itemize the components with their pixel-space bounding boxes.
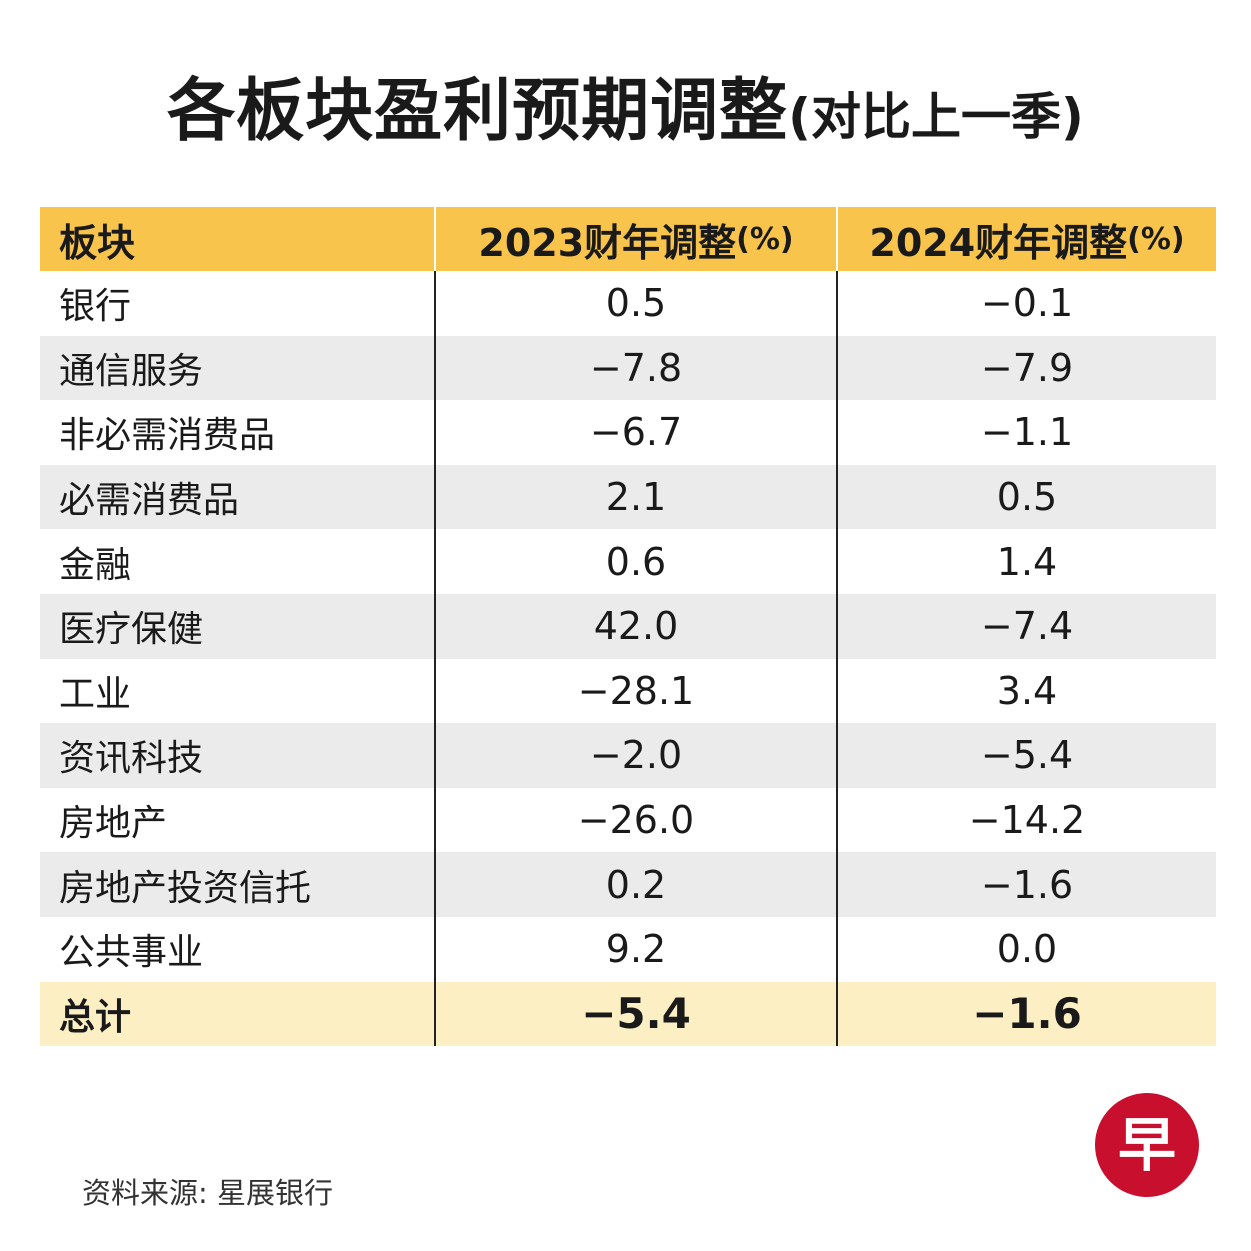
page-title: 各板块盈利预期调整(对比上一季) (0, 78, 1251, 146)
sector-cell: 通信服务 (59, 350, 204, 392)
sector-cell: 医疗保健 (59, 609, 204, 651)
fy2024-cell: −7.9 (836, 335, 1216, 401)
table-header: 板块 2023财年调整 (%) 2024财年调整 (%) (40, 207, 1216, 271)
sector-cell: 资讯科技 (59, 738, 204, 780)
table-row: 必需消费品 2.1 0.5 (40, 464, 1216, 530)
svg-text:早: 早 (1118, 1111, 1176, 1179)
fy2023-cell: 0.2 (434, 852, 836, 917)
sector-cell: 公共事业 (59, 932, 204, 974)
sector-cell: 工业 (59, 673, 132, 715)
fy2023-cell: 0.5 (434, 271, 836, 336)
header-fy2024: 2024财年调整 (%) (836, 207, 1216, 271)
fy2024-cell: 1.4 (836, 529, 1216, 594)
source-note: 资料来源: 星展银行 (82, 1176, 333, 1210)
fy2024-cell: 0.0 (836, 916, 1216, 982)
table-row: 房地产投资信托 0.2 −1.6 (40, 852, 1216, 917)
total-label: 总计 (59, 996, 132, 1038)
header-fy2023: 2023财年调整 (%) (434, 207, 836, 271)
fy2024-cell: 0.5 (836, 464, 1216, 530)
table-row: 银行 0.5 −0.1 (40, 271, 1216, 336)
sector-cell: 金融 (59, 544, 132, 586)
fy2023-cell: 9.2 (434, 916, 836, 982)
fy2024-cell: −1.1 (836, 400, 1216, 465)
header-sector: 板块 (59, 220, 136, 265)
title-sub: (对比上一季) (788, 88, 1084, 146)
table-row: 医疗保健 42.0 −7.4 (40, 593, 1216, 659)
title-main: 各板块盈利预期调整 (167, 72, 789, 151)
fy2024-cell: −5.4 (836, 723, 1216, 788)
total-fy2024: −1.6 (836, 981, 1216, 1047)
data-table: 板块 2023财年调整 (%) 2024财年调整 (%) 银行 0.5 −0.1 通信服务… (40, 207, 1216, 1047)
table-row: 房地产 −26.0 −14.2 (40, 787, 1216, 853)
table-row: 金融 0.6 1.4 (40, 529, 1216, 594)
sector-cell: 非必需消费品 (59, 415, 276, 457)
fy2024-cell: −14.2 (836, 787, 1216, 853)
total-fy2023: −5.4 (434, 981, 836, 1047)
fy2023-cell: −2.0 (434, 723, 836, 788)
fy2024-cell: −7.4 (836, 593, 1216, 659)
sector-cell: 银行 (59, 286, 132, 328)
sector-cell: 必需消费品 (59, 480, 240, 522)
table-row: 通信服务 −7.8 −7.9 (40, 335, 1216, 401)
sector-cell: 房地产 (59, 803, 168, 845)
table-row: 公共事业 9.2 0.0 (40, 916, 1216, 982)
fy2024-cell: 3.4 (836, 658, 1216, 724)
sector-cell: 房地产投资信托 (59, 867, 312, 909)
fy2024-cell: −1.6 (836, 852, 1216, 917)
fy2023-cell: −7.8 (434, 335, 836, 401)
table-row-total: 总计 −5.4 −1.6 (40, 981, 1216, 1047)
fy2023-cell: −26.0 (434, 787, 836, 853)
table-row: 工业 −28.1 3.4 (40, 658, 1216, 724)
fy2023-cell: 42.0 (434, 593, 836, 659)
fy2023-cell: 2.1 (434, 464, 836, 530)
zaobao-logo-icon: 早 (1095, 1093, 1199, 1197)
fy2023-cell: −28.1 (434, 658, 836, 724)
table-row: 资讯科技 −2.0 −5.4 (40, 723, 1216, 788)
fy2023-cell: −6.7 (434, 400, 836, 465)
fy2023-cell: 0.6 (434, 529, 836, 594)
fy2024-cell: −0.1 (836, 271, 1216, 336)
table-row: 非必需消费品 −6.7 −1.1 (40, 400, 1216, 465)
